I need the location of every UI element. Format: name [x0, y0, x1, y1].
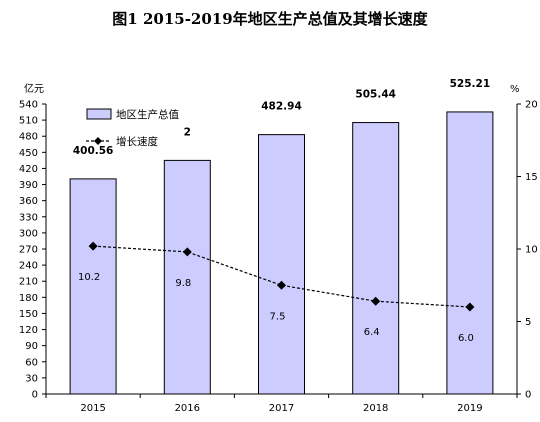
right-tick-label: 0: [525, 390, 531, 401]
left-tick-label: 30: [25, 373, 38, 384]
growth-point: [371, 296, 381, 306]
right-tick-label: 15: [525, 172, 538, 183]
x-tick-label: 2019: [457, 403, 482, 414]
left-tick-label: 210: [19, 277, 38, 288]
right-tick-label: 5: [525, 317, 531, 328]
right-axis-unit: %: [510, 84, 520, 95]
left-tick-label: 420: [19, 164, 38, 175]
left-tick-label: 330: [19, 212, 38, 223]
x-tick-label: 2018: [363, 403, 388, 414]
x-tick-label: 2016: [175, 403, 200, 414]
growth-line: [93, 245, 470, 308]
bar-value-label: 482.94: [261, 101, 302, 113]
left-tick-label: 0: [32, 390, 38, 401]
growth-value-label: 9.8: [175, 278, 191, 289]
left-tick-label: 150: [19, 309, 38, 320]
left-tick-label: 540: [19, 100, 38, 111]
bar: [258, 134, 305, 395]
left-tick-label: 450: [19, 148, 38, 159]
growth-point: [277, 280, 286, 290]
bar-value-label: 525.21: [450, 78, 491, 90]
x-tick-label: 2015: [80, 403, 105, 414]
left-tick-label: 510: [19, 116, 38, 127]
left-tick-label: 120: [19, 325, 38, 336]
left-tick-label: 360: [19, 196, 38, 207]
legend-line-marker: [94, 137, 102, 145]
bar: [446, 111, 494, 395]
bar-value-label: 2: [184, 126, 191, 138]
bar: [69, 178, 117, 395]
left-tick-label: 300: [19, 228, 38, 239]
bar-value-label: 400.56: [73, 145, 114, 157]
growth-value-label: 7.5: [270, 311, 286, 322]
left-tick-label: 180: [19, 293, 38, 304]
legend-bar-label: 地区生产总值: [116, 108, 179, 121]
legend-bar-swatch: [86, 108, 112, 120]
chart-title: 图1 2015-2019年地区生产总值及其增长速度: [112, 10, 428, 28]
growth-value-label: 6.0: [458, 333, 474, 344]
left-axis-unit: 亿元: [24, 82, 44, 95]
right-tick-label: 10: [525, 245, 538, 256]
left-tick-label: 480: [19, 132, 38, 143]
left-tick-label: 240: [19, 261, 38, 272]
growth-point: [182, 247, 192, 257]
left-tick-label: 390: [19, 180, 38, 191]
left-tick-label: 60: [25, 357, 38, 368]
growth-point: [88, 241, 98, 251]
right-tick-label: 20: [525, 100, 538, 111]
left-tick-label: 90: [25, 341, 38, 352]
x-tick-label: 2017: [269, 403, 294, 414]
bar: [352, 122, 400, 395]
legend-line-label: 增长速度: [116, 135, 158, 148]
bar: [163, 159, 211, 395]
left-tick-label: 270: [19, 245, 38, 256]
growth-point: [465, 302, 475, 312]
bar-value-label: 505.44: [355, 89, 396, 101]
growth-value-label: 6.4: [364, 327, 380, 338]
growth-value-label: 10.2: [78, 272, 100, 283]
